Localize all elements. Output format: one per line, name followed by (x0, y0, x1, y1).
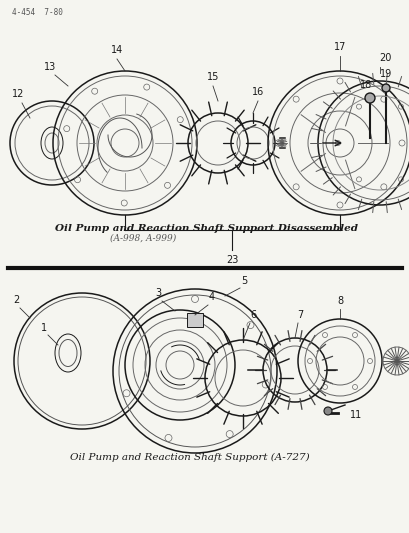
Text: 8: 8 (336, 296, 342, 306)
Circle shape (381, 84, 389, 92)
Text: 4: 4 (209, 292, 215, 302)
Text: 3: 3 (155, 288, 161, 298)
Text: Oil Pump and Reaction Shaft Support (A-727): Oil Pump and Reaction Shaft Support (A-7… (70, 453, 309, 462)
Text: 12: 12 (12, 89, 24, 99)
Text: 20: 20 (378, 53, 390, 63)
Text: 4-454  7-80: 4-454 7-80 (12, 8, 63, 17)
Text: 14: 14 (110, 45, 123, 55)
Text: 5: 5 (240, 276, 247, 286)
FancyBboxPatch shape (187, 313, 202, 327)
Text: (A-998, A-999): (A-998, A-999) (110, 234, 176, 243)
Text: 18: 18 (359, 80, 371, 90)
Circle shape (364, 93, 374, 103)
Text: 19: 19 (379, 69, 391, 79)
Circle shape (323, 407, 331, 415)
Text: 6: 6 (249, 310, 256, 320)
Text: 15: 15 (206, 72, 219, 82)
Text: 16: 16 (251, 87, 263, 97)
Text: 13: 13 (44, 62, 56, 72)
Text: 11: 11 (349, 410, 362, 420)
Text: 7: 7 (296, 310, 302, 320)
Text: 1: 1 (41, 323, 47, 333)
Text: Oil Pump and Reaction Shaft Support Disassembled: Oil Pump and Reaction Shaft Support Disa… (55, 224, 357, 233)
Text: 23: 23 (225, 255, 238, 265)
Text: 2: 2 (13, 295, 19, 305)
Text: 17: 17 (333, 42, 345, 52)
